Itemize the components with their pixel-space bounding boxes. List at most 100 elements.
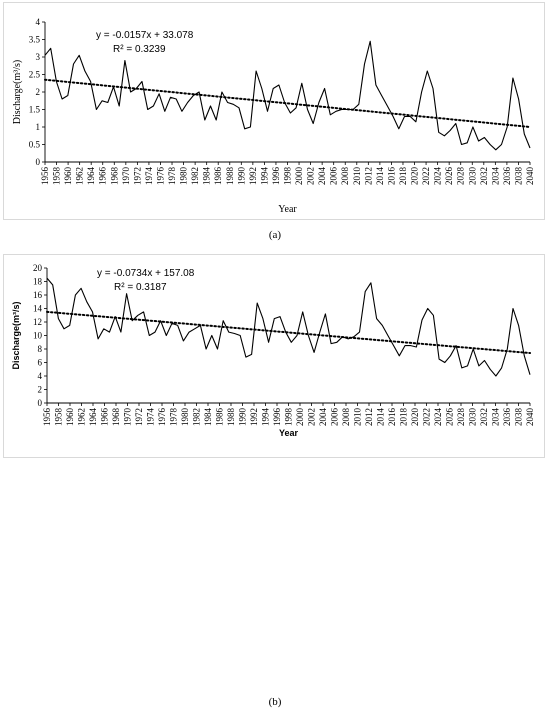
x-tick-label: 1994 <box>261 408 271 427</box>
x-tick-label: 2012 <box>364 408 374 426</box>
y-tick-label: 1 <box>36 122 41 132</box>
x-tick-label: 1984 <box>202 167 212 186</box>
y-axis-label: Discharge(m³/s) <box>12 60 23 124</box>
x-tick-label: 2034 <box>490 167 500 186</box>
x-tick-label: 1976 <box>155 167 165 186</box>
y-tick-label: 8 <box>38 344 43 354</box>
y-tick-label: 18 <box>33 277 43 287</box>
x-tick-label: 2026 <box>445 408 455 427</box>
x-tick-label: 2010 <box>353 408 363 427</box>
x-tick-label: 2004 <box>317 167 327 186</box>
x-tick-label: 1966 <box>98 167 108 186</box>
x-tick-label: 2000 <box>295 408 305 427</box>
y-tick-label: 2 <box>38 385 43 395</box>
panel-b: 0 2 4 6 8 10 12 14 16 18 20 1956 1958 1960 1962 1964 196… <box>0 240 550 708</box>
x-axis-label: Year <box>279 428 299 438</box>
x-tick-label: 1992 <box>249 408 259 426</box>
x-tick-label: 2008 <box>341 408 351 427</box>
x-tick-label: 1978 <box>167 167 177 186</box>
x-tick-label: 1970 <box>123 408 133 427</box>
y-tick-label: 1.5 <box>29 105 41 115</box>
x-tick-label: 1996 <box>272 408 282 427</box>
x-tick-label: 1970 <box>121 167 131 186</box>
caption-a: (a) <box>268 229 282 241</box>
x-tick-label: 1958 <box>52 167 62 186</box>
x-tick-label: 1980 <box>179 167 189 186</box>
y-tick-label: 12 <box>33 317 42 327</box>
x-tick-label: 1996 <box>271 167 281 186</box>
y-axis-label: Discharge(m³/s) <box>11 301 21 369</box>
x-tick-label: 2008 <box>340 167 350 186</box>
chart-a-frame <box>3 2 545 220</box>
x-tick-label: 1958 <box>54 408 64 427</box>
x-tick-label: 2030 <box>467 167 477 186</box>
x-tick-label: 2032 <box>479 167 489 185</box>
x-tick-label: 1968 <box>109 167 119 186</box>
y-tick-label: 6 <box>38 358 43 368</box>
x-tick-label: 1998 <box>284 408 294 427</box>
y-tick-label: 0.5 <box>29 140 41 150</box>
trendline <box>44 78 531 128</box>
y-tick-label: 16 <box>33 290 43 300</box>
x-tick-label: 2036 <box>502 408 512 427</box>
x-tick-label: 2018 <box>399 408 409 427</box>
y-tick-label: 3.5 <box>29 35 41 45</box>
x-tick-label: 1972 <box>132 167 142 185</box>
trend-equation: y = -0.0157x + 33.078 <box>96 30 194 41</box>
trend-r-squared: R² = 0.3239 <box>113 44 166 55</box>
x-tick-label: 1980 <box>180 408 190 427</box>
trendline <box>46 310 531 355</box>
x-tick-label: 1974 <box>144 167 154 186</box>
discharge-series-line <box>46 277 531 377</box>
x-tick-label: 2024 <box>433 167 443 186</box>
x-tick-label: 1986 <box>215 408 225 427</box>
x-tick-label: 1984 <box>203 408 213 427</box>
x-tick-label: 2040 <box>525 408 535 427</box>
x-tick-label: 2036 <box>502 167 512 186</box>
x-tick-label: 2006 <box>330 408 340 427</box>
x-tick-label: 2024 <box>433 408 443 427</box>
x-tick-label: 1998 <box>283 167 293 186</box>
x-tick-label: 2016 <box>386 167 396 186</box>
x-tick-label: 1992 <box>248 167 258 185</box>
x-tick-label: 1994 <box>259 167 269 186</box>
y-tick-label: 4 <box>38 371 43 381</box>
x-tick-label: 2028 <box>456 167 466 186</box>
x-tick-label: 1962 <box>75 167 85 185</box>
x-tick-label: 2030 <box>468 408 478 427</box>
x-tick-label: 2018 <box>398 167 408 186</box>
x-tick-label: 2014 <box>375 167 385 186</box>
x-tick-label: 2010 <box>352 167 362 186</box>
y-tick-label: 4 <box>36 17 41 27</box>
x-tick-label: 1956 <box>40 167 50 186</box>
x-tick-label: 1966 <box>100 408 110 427</box>
x-tick-label: 2022 <box>421 167 431 185</box>
x-tick-label: 1990 <box>236 166 246 185</box>
y-tick-label: 20 <box>33 263 43 273</box>
y-tick-label: 0 <box>38 398 43 408</box>
y-tick-label: 2.5 <box>29 70 41 80</box>
x-tick-label: 1956 <box>42 408 52 427</box>
y-tick-label: 10 <box>33 331 43 341</box>
y-tick-label: 2 <box>36 87 41 97</box>
x-tick-label: 2002 <box>307 408 317 426</box>
x-tick-label: 1986 <box>213 167 223 186</box>
x-tick-label: 2038 <box>514 408 524 427</box>
y-tick-label: 14 <box>33 304 43 314</box>
x-tick-label: 2020 <box>410 167 420 186</box>
panel-a: 0 0.5 1 1.5 2 2.5 3 3.5 4 1956 1958 1960 1962 1964 196… <box>0 0 550 241</box>
x-tick-label: 1982 <box>190 167 200 185</box>
x-tick-label: 2000 <box>294 167 304 186</box>
x-tick-label: 2006 <box>329 167 339 186</box>
x-axis-label: Year <box>278 204 297 215</box>
x-tick-label: 1988 <box>226 408 236 427</box>
x-tick-label: 1964 <box>86 167 96 186</box>
x-tick-label: 1962 <box>77 408 87 426</box>
caption-b: (b) <box>268 696 282 708</box>
x-tick-label: 2034 <box>491 408 501 427</box>
x-tick-label: 2016 <box>387 408 397 427</box>
x-tick-label: 1972 <box>134 408 144 426</box>
